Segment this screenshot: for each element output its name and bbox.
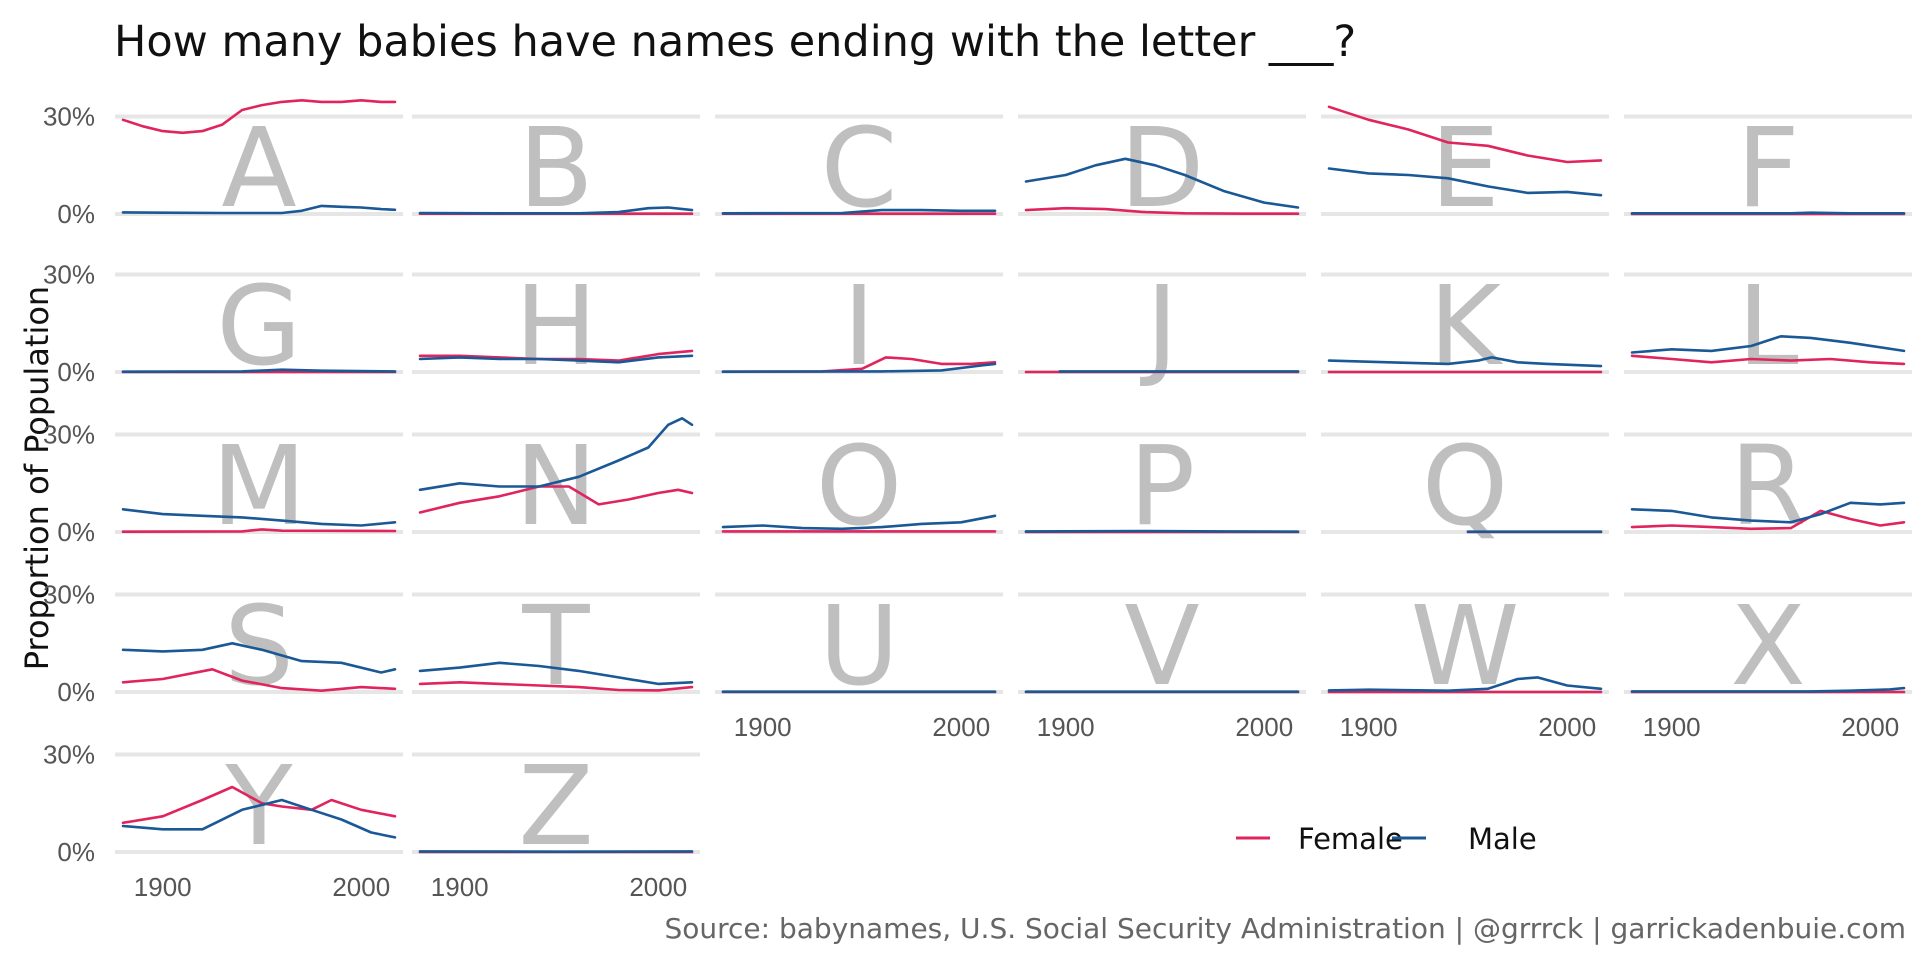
legend-male-label: Male <box>1468 822 1537 856</box>
x-tick-label: 2000 <box>629 872 687 902</box>
series-female-t <box>418 681 694 692</box>
x-tick-label: 2000 <box>1841 712 1899 742</box>
series-female-a <box>121 99 397 135</box>
series-female-d <box>1024 206 1300 215</box>
x-tick-label: 1900 <box>134 872 192 902</box>
series-male-i <box>721 362 997 373</box>
facet-letter-s: S <box>224 582 294 710</box>
chart-title: How many babies have names ending with t… <box>114 17 1356 67</box>
facet-letter-a: A <box>221 104 296 232</box>
series-male-w <box>1327 676 1603 692</box>
x-tick-label: 2000 <box>932 712 990 742</box>
x-tick-label: 2000 <box>1538 712 1596 742</box>
x-tick-label: 2000 <box>332 872 390 902</box>
facet-grid: 0%30% A B C D E F0%30% G H I J K L0%30% M N O P Q R0%30% S T… <box>43 99 1912 902</box>
facet-letter-p: P <box>1129 422 1195 550</box>
series-male-c <box>721 208 997 215</box>
series-female-m <box>121 528 397 533</box>
series-male-s <box>121 642 397 674</box>
y-axis-label: Proportion of Population <box>18 286 56 670</box>
x-tick-label: 1900 <box>1037 712 1095 742</box>
series-male-x <box>1630 686 1906 693</box>
facet-letter-h: H <box>515 262 598 390</box>
legend-female-label: Female <box>1298 822 1403 856</box>
facet-letter-q: Q <box>1422 422 1509 550</box>
series-female-l <box>1630 354 1906 366</box>
series-female-y <box>121 785 397 825</box>
facet-letter-b: B <box>518 104 593 232</box>
series-male-k <box>1327 356 1603 368</box>
series-male-p <box>1024 529 1300 533</box>
series-male-y <box>121 798 397 839</box>
series-female-e <box>1327 105 1603 164</box>
y-tick-label: 30% <box>43 102 95 132</box>
y-tick-label: 30% <box>43 420 95 450</box>
facet-letter-z: Z <box>518 742 593 870</box>
series-male-l <box>1630 335 1906 354</box>
facet-letter-t: T <box>521 582 590 710</box>
legend: Female Male <box>1236 822 1537 856</box>
facet-letter-e: E <box>1430 104 1500 232</box>
series-female-r <box>1630 509 1906 531</box>
series-female-s <box>121 668 397 692</box>
y-tick-label: 30% <box>43 580 95 610</box>
y-tick-label: 30% <box>43 260 95 290</box>
facet-letter-u: U <box>819 582 900 710</box>
series-male-m <box>121 508 397 527</box>
facet-letter-x: X <box>1730 582 1805 710</box>
series-male-f <box>1630 211 1906 215</box>
series-male-o <box>721 514 997 531</box>
x-tick-label: 2000 <box>1235 712 1293 742</box>
y-tick-label: 30% <box>43 740 95 770</box>
x-tick-label: 1900 <box>1340 712 1398 742</box>
y-tick-label: 0% <box>57 517 95 547</box>
series-female-n <box>418 485 694 514</box>
series-male-e <box>1327 167 1603 197</box>
facet-letter-j: J <box>1140 262 1178 390</box>
y-tick-label: 0% <box>57 357 95 387</box>
series-male-r <box>1630 501 1906 524</box>
y-tick-label: 0% <box>57 837 95 867</box>
x-tick-label: 1900 <box>1643 712 1701 742</box>
series-male-a <box>121 204 397 215</box>
series-male-g <box>121 368 397 373</box>
x-tick-label: 1900 <box>734 712 792 742</box>
x-tick-label: 1900 <box>431 872 489 902</box>
facet-letter-k: K <box>1429 262 1504 390</box>
series-male-b <box>418 206 694 215</box>
facet-letter-f: F <box>1736 104 1799 232</box>
series-male-h <box>418 354 694 364</box>
y-tick-label: 0% <box>57 677 95 707</box>
source-caption: Source: babynames, U.S. Social Security … <box>664 912 1906 945</box>
facet-letter-v: V <box>1124 582 1199 710</box>
y-tick-label: 0% <box>57 199 95 229</box>
facet-letter-r: R <box>1730 422 1806 550</box>
series-male-d <box>1024 157 1300 209</box>
series-male-n <box>418 417 694 492</box>
facet-letter-l: L <box>1737 262 1798 390</box>
series-male-t <box>418 661 694 686</box>
